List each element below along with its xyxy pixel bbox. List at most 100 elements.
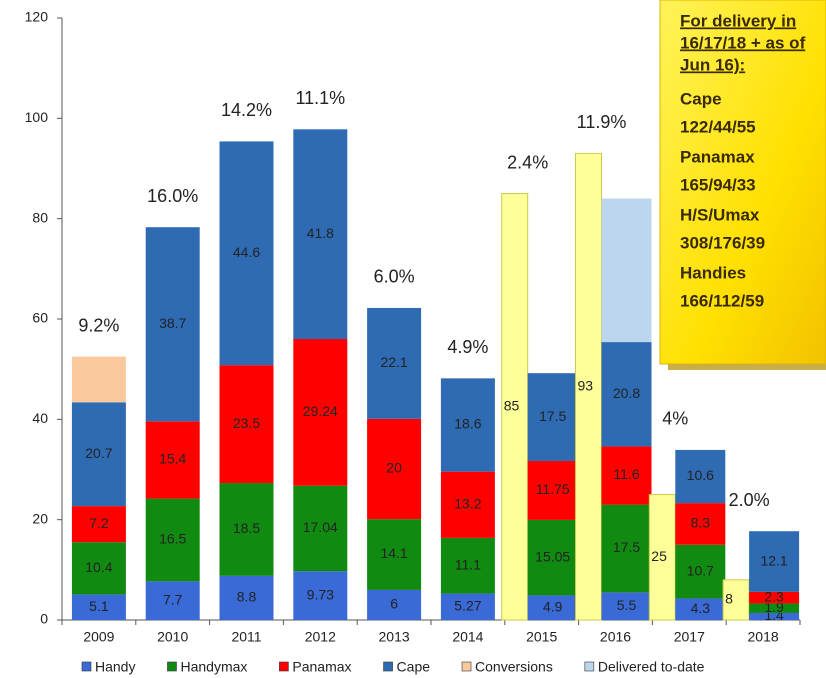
data-label: 15.4 bbox=[159, 451, 186, 467]
bar-segment bbox=[293, 571, 348, 620]
data-label: 8.8 bbox=[237, 589, 257, 605]
data-label: 5.27 bbox=[454, 597, 481, 613]
callout-name: Handies bbox=[680, 263, 746, 282]
callout-title: Jun 16): bbox=[680, 55, 745, 74]
callout-value: 166/112/59 bbox=[680, 291, 764, 310]
legend-swatch bbox=[584, 661, 595, 672]
legend-swatch bbox=[383, 661, 393, 672]
growth-label: 14.2% bbox=[221, 100, 272, 120]
growth-label: 9.2% bbox=[78, 315, 119, 335]
x-tick-label: 2010 bbox=[157, 629, 188, 645]
data-label: 18.6 bbox=[454, 416, 481, 432]
callout-background bbox=[659, 0, 826, 365]
data-label: 14.1 bbox=[380, 545, 407, 561]
data-label: 13.2 bbox=[454, 495, 481, 511]
y-tick-label: 60 bbox=[32, 310, 48, 326]
callout-name: H/S/Umax bbox=[680, 205, 760, 224]
data-label: 9.73 bbox=[307, 586, 334, 602]
data-label: 17.5 bbox=[539, 408, 566, 424]
side-bar bbox=[722, 579, 750, 621]
bar-segment bbox=[367, 307, 422, 419]
data-label: 10.7 bbox=[687, 562, 714, 578]
bar-segment bbox=[293, 339, 348, 486]
data-label: 41.8 bbox=[307, 225, 334, 241]
bar-segment bbox=[749, 531, 800, 592]
data-label: 6 bbox=[390, 596, 398, 612]
data-label: 44.6 bbox=[233, 244, 260, 260]
data-label: 18.5 bbox=[233, 520, 260, 536]
callout-value: 122/44/55 bbox=[680, 117, 756, 136]
bar-segment bbox=[749, 603, 800, 613]
bar-segment bbox=[71, 356, 126, 403]
bar-segment bbox=[675, 544, 726, 599]
data-label: 17.04 bbox=[303, 519, 338, 535]
bar-segment bbox=[145, 227, 200, 422]
bar-segment bbox=[145, 421, 200, 499]
callout-name: Panamax bbox=[680, 147, 755, 166]
data-label: 20.7 bbox=[85, 445, 112, 461]
bar-segment bbox=[527, 519, 578, 596]
data-label: 10.6 bbox=[687, 467, 714, 483]
bar-segment bbox=[71, 402, 126, 507]
bar-segment bbox=[145, 498, 200, 582]
data-label: 4.3 bbox=[691, 600, 711, 616]
x-tick-label: 2017 bbox=[674, 629, 705, 645]
data-label: 38.7 bbox=[159, 315, 186, 331]
legend-swatch bbox=[279, 661, 289, 672]
data-label: 23.5 bbox=[233, 415, 260, 431]
bar-segment bbox=[527, 595, 578, 620]
bar-segment bbox=[601, 342, 652, 447]
side-bar-label: 93 bbox=[578, 377, 594, 393]
bar-segment bbox=[145, 581, 200, 620]
x-tick-label: 2012 bbox=[305, 629, 336, 645]
bar-segment bbox=[749, 612, 800, 620]
callout-value: 308/176/39 bbox=[680, 233, 765, 252]
legend-swatch bbox=[167, 661, 177, 672]
growth-label: 11.1% bbox=[295, 88, 345, 108]
data-label: 16.5 bbox=[159, 531, 186, 547]
side-bar-label: 85 bbox=[504, 397, 520, 413]
y-tick-label: 20 bbox=[32, 510, 48, 526]
data-label: 5.5 bbox=[617, 597, 637, 613]
data-label: 20 bbox=[386, 460, 402, 476]
side-bar bbox=[575, 152, 602, 621]
callout-title: 16/17/18 + as of bbox=[680, 33, 806, 52]
bar-segment bbox=[675, 449, 726, 504]
data-label: 5.1 bbox=[89, 598, 109, 614]
plot-area: 02040608010012020095.110.47.220.79.2%201… bbox=[25, 9, 801, 675]
x-tick-label: 2009 bbox=[83, 629, 114, 645]
legend-label: Handymax bbox=[180, 659, 247, 675]
side-bar-label: 8 bbox=[725, 591, 733, 607]
y-tick-label: 100 bbox=[25, 109, 49, 125]
data-label: 17.5 bbox=[613, 539, 640, 555]
data-label: 11.6 bbox=[613, 466, 639, 482]
callout-title: For delivery in bbox=[680, 11, 796, 30]
legend-label: Delivered to-date bbox=[598, 659, 705, 675]
bar-segment bbox=[293, 129, 348, 340]
growth-label: 2.4% bbox=[507, 152, 548, 172]
bar-segment bbox=[675, 598, 726, 620]
data-label: 2.3 bbox=[764, 588, 784, 604]
callout-value: 165/94/33 bbox=[680, 175, 756, 194]
data-label: 8.3 bbox=[691, 515, 711, 531]
callout-name: Cape bbox=[680, 89, 722, 108]
side-bar-label: 25 bbox=[651, 548, 667, 564]
data-label: 10.4 bbox=[85, 559, 112, 575]
data-label: 4.9 bbox=[543, 598, 563, 614]
y-tick-label: 80 bbox=[32, 209, 48, 225]
bar-segment bbox=[367, 589, 422, 620]
x-tick-label: 2013 bbox=[379, 629, 410, 645]
data-label: 20.8 bbox=[613, 385, 640, 401]
bar-segment bbox=[367, 519, 422, 590]
bar-segment bbox=[601, 504, 652, 593]
legend-swatch bbox=[81, 661, 92, 672]
bar-segment bbox=[219, 483, 274, 576]
y-tick-label: 40 bbox=[32, 410, 48, 426]
callout-box: For delivery in 16/17/18 + as of Jun 16): C… bbox=[659, 0, 826, 370]
bar-segment bbox=[440, 378, 495, 472]
bar-segment bbox=[71, 542, 126, 595]
bar-segment bbox=[527, 460, 578, 520]
y-tick-label: 0 bbox=[40, 611, 48, 627]
growth-label: 11.9% bbox=[577, 112, 627, 132]
bar-segment bbox=[675, 503, 726, 545]
